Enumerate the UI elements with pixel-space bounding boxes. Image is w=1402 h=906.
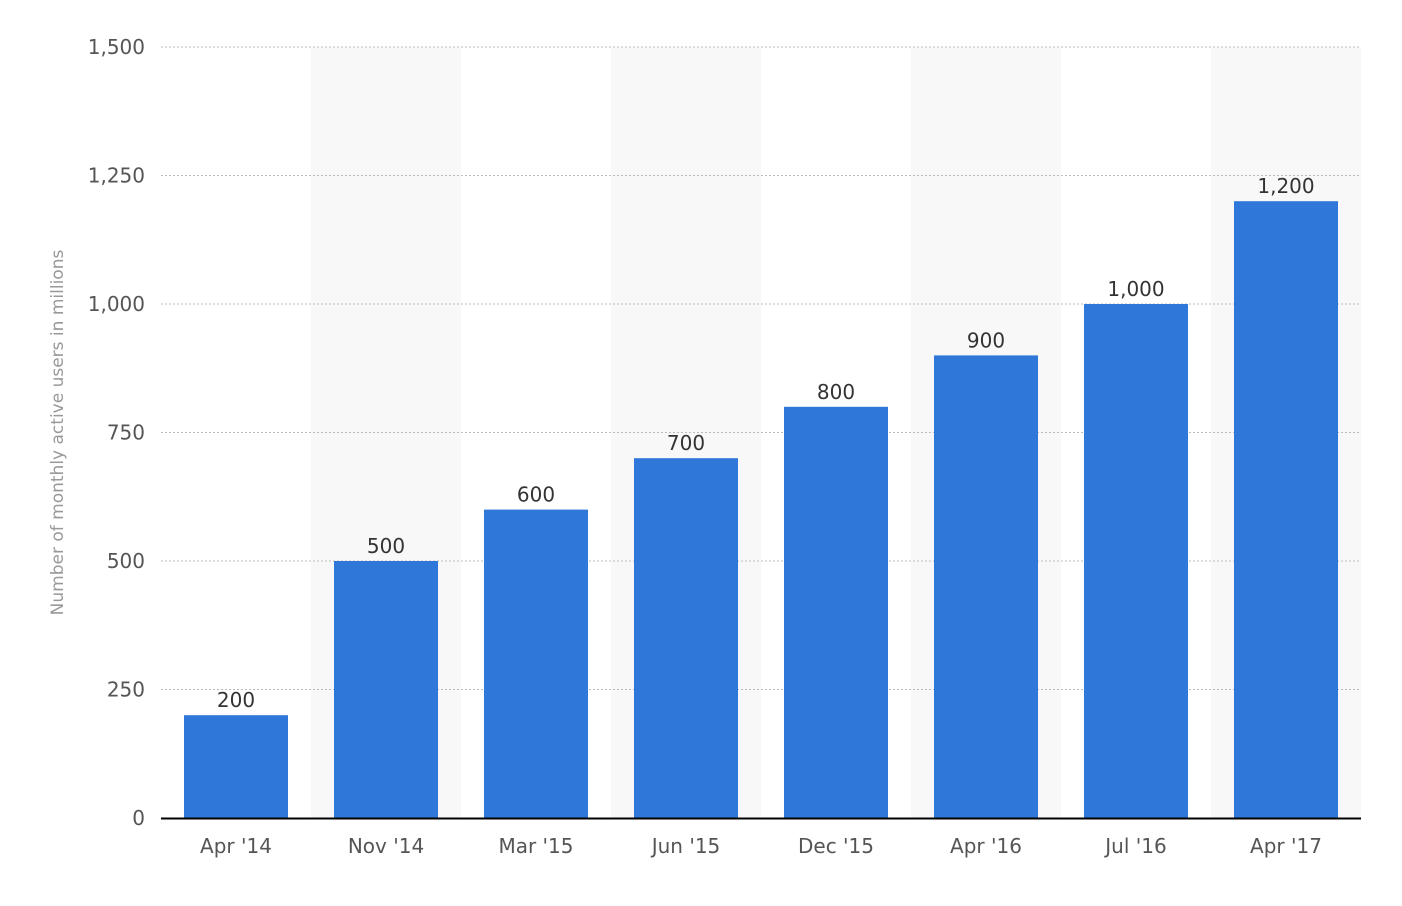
bar: [334, 561, 438, 818]
bar: [1084, 304, 1188, 818]
y-tick-label: 750: [107, 421, 145, 445]
data-label: 200: [217, 688, 255, 712]
bar: [184, 715, 288, 818]
y-tick-label: 0: [132, 806, 145, 830]
data-labels: 200 500 600 700 800 900 1,000 1,200: [217, 174, 1315, 712]
bar: [1234, 201, 1338, 818]
data-label: 500: [367, 534, 405, 558]
data-label: 800: [817, 380, 855, 404]
data-label: 700: [667, 431, 705, 455]
x-axis-ticks: Apr '14 Nov '14 Mar '15 Jun '15 Dec '15 Apr '…: [200, 834, 1322, 858]
x-tick-label: Apr '14: [200, 834, 272, 858]
x-tick-label: Jul '16: [1103, 834, 1166, 858]
y-tick-label: 500: [107, 549, 145, 573]
data-label: 600: [517, 483, 555, 507]
bar: [934, 355, 1038, 818]
y-tick-label: 1,500: [88, 35, 145, 59]
y-tick-label: 1,000: [88, 292, 145, 316]
x-tick-label: Apr '16: [950, 834, 1022, 858]
data-label: 900: [967, 328, 1005, 352]
y-tick-label: 250: [107, 678, 145, 702]
bars: [184, 201, 1338, 818]
bar: [784, 406, 888, 818]
data-label: 1,000: [1107, 277, 1164, 301]
x-tick-label: Nov '14: [348, 834, 424, 858]
x-tick-label: Mar '15: [498, 834, 573, 858]
data-label: 1,200: [1257, 174, 1314, 198]
bar: [484, 509, 588, 818]
y-axis-ticks: 0 250 500 750 1,000 1,250 1,500: [88, 35, 145, 830]
x-tick-label: Dec '15: [798, 834, 874, 858]
y-axis-title: Number of monthly active users in millio…: [48, 250, 68, 616]
bar: [634, 458, 738, 818]
y-tick-label: 1,250: [88, 164, 145, 188]
x-tick-label: Apr '17: [1250, 834, 1322, 858]
x-tick-label: Jun '15: [650, 834, 721, 858]
